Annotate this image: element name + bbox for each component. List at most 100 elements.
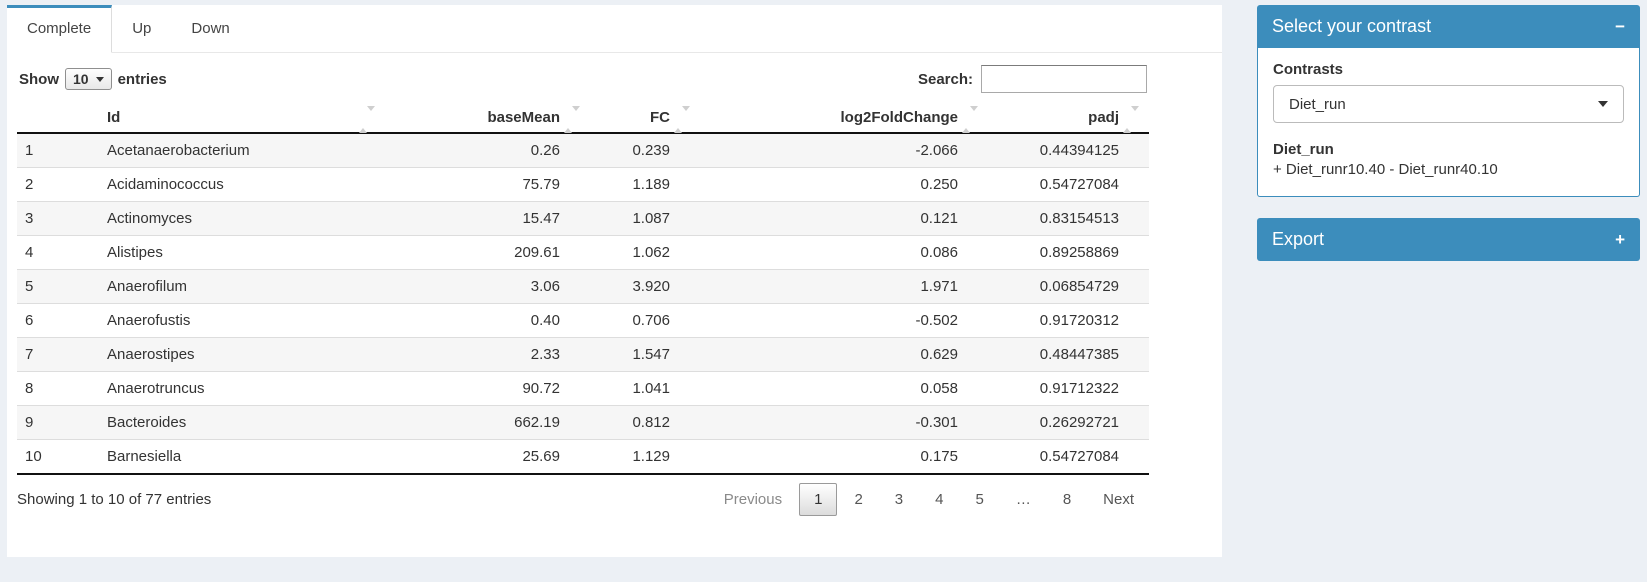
sort-icon[interactable] [962,105,978,133]
fc-cell: 0.239 [590,133,700,168]
padj-cell: 0.06854729 [988,269,1149,304]
log2fc-cell: 0.121 [700,201,988,236]
row-number-cell: 5 [17,269,99,304]
collapse-minus-icon[interactable]: − [1615,17,1625,36]
table-row[interactable]: 3 Actinomyces 15.47 1.087 0.121 0.83154513 [17,201,1149,236]
row-number-cell: 6 [17,303,99,338]
fc-cell: 1.129 [590,439,700,475]
basemean-cell: 209.61 [385,235,590,270]
row-number-cell: 7 [17,337,99,372]
contrast-select-value: Diet_run [1289,95,1346,113]
table-body: 1 Acetanaerobacterium 0.26 0.239 -2.066 0.443… [17,133,1149,475]
datatable-footer: Showing 1 to 10 of 77 entries Previous 1 2… [17,483,1149,516]
table-row[interactable]: 5 Anaerofilum 3.06 3.920 1.971 0.06854729 [17,269,1149,304]
id-cell: Acidaminococcus [99,167,385,202]
page-8-button[interactable]: 8 [1062,491,1072,508]
search-control: Search: [918,65,1147,93]
table-row[interactable]: 10 Barnesiella 25.69 1.129 0.175 0.54727084 [17,439,1149,475]
page-length-value: 10 [73,71,89,87]
table-row[interactable]: 4 Alistipes 209.61 1.062 0.086 0.89258869 [17,235,1149,270]
datatable-container: Show 10 entries Search: [7,53,1159,516]
expand-plus-icon[interactable]: + [1615,230,1625,249]
pagination-ellipsis: … [1015,491,1031,508]
basemean-cell: 3.06 [385,269,590,304]
fc-cell: 1.189 [590,167,700,202]
sort-icon[interactable] [359,105,375,133]
fc-column-header[interactable]: FC [590,103,700,134]
fc-cell: 1.547 [590,337,700,372]
page-length-select[interactable]: 10 [65,68,112,90]
contrast-box-title: Select your contrast [1272,16,1432,36]
basemean-cell: 662.19 [385,405,590,440]
table-row[interactable]: 6 Anaerofustis 0.40 0.706 -0.502 0.91720312 [17,303,1149,338]
show-label: Show [19,70,59,88]
id-cell: Barnesiella [99,439,385,475]
basemean-cell: 15.47 [385,201,590,236]
export-box-header[interactable]: Export + [1257,218,1640,261]
table-row[interactable]: 8 Anaerotruncus 90.72 1.041 0.058 0.91712322 [17,371,1149,406]
basemean-cell: 75.79 [385,167,590,202]
sidebar: Select your contrast − Contrasts Diet_ru… [1257,5,1640,557]
pagination: Previous 1 2 3 4 5 … 8 Next [707,483,1149,516]
caret-down-icon [95,76,104,82]
basemean-cell: 2.33 [385,337,590,372]
sort-icon[interactable] [1123,105,1139,133]
padj-column-header[interactable]: padj [988,103,1149,134]
tab-complete[interactable]: Complete [7,5,113,53]
id-cell: Actinomyces [99,201,385,236]
table-row[interactable]: 9 Bacteroides 662.19 0.812 -0.301 0.26292721 [17,405,1149,440]
log2fc-cell: 0.058 [700,371,988,406]
contrast-box-header[interactable]: Select your contrast − [1257,5,1640,48]
id-cell: Alistipes [99,235,385,270]
contrast-name: Diet_run [1273,141,1334,158]
padj-cell: 0.44394125 [988,133,1149,168]
padj-cell: 0.54727084 [988,167,1149,202]
log2fc-cell: 0.175 [700,439,988,475]
row-number-cell: 3 [17,201,99,236]
entries-label: entries [117,70,167,88]
log2fc-cell: -0.502 [700,303,988,338]
page-5-button[interactable]: 5 [975,491,984,508]
sort-icon[interactable] [564,105,580,133]
sort-icon[interactable] [674,105,690,133]
search-label: Search: [917,70,973,88]
table-row[interactable]: 2 Acidaminococcus 75.79 1.189 0.250 0.5472708… [17,167,1149,202]
fc-cell: 1.087 [590,201,700,236]
row-number-cell: 8 [17,371,99,406]
caret-down-icon [1598,101,1608,107]
row-number-cell: 10 [17,439,99,475]
log2foldchange-column-header[interactable]: log2FoldChange [700,103,988,134]
page-3-button[interactable]: 3 [894,491,904,508]
table-row[interactable]: 1 Acetanaerobacterium 0.26 0.239 -2.066 0.443… [17,133,1149,168]
contrasts-label: Contrasts [1273,61,1344,78]
log2fc-cell: 0.629 [700,337,988,372]
id-cell: Bacteroides [99,405,385,440]
search-input[interactable] [981,65,1147,93]
padj-cell: 0.89258869 [988,235,1149,270]
export-box-title: Export [1272,229,1325,249]
table-row[interactable]: 7 Anaerostipes 2.33 1.547 0.629 0.48447385 [17,337,1149,372]
log2fc-cell: 0.086 [700,235,988,270]
results-tab-bar: Complete Up Down [7,5,1222,53]
next-button[interactable]: Next [1103,491,1134,508]
id-column-header[interactable]: Id [99,103,385,134]
page-1-button[interactable]: 1 [799,483,838,516]
results-table: Id baseMean FC log2FoldChange [17,103,1149,475]
basemean-column-header[interactable]: baseMean [385,103,590,134]
id-cell: Anaerostipes [99,337,385,372]
datatable-toolbar: Show 10 entries Search: [19,65,1147,93]
padj-cell: 0.54727084 [988,439,1149,475]
page-2-button[interactable]: 2 [854,491,863,508]
page-4-button[interactable]: 4 [935,491,944,508]
basemean-cell: 0.40 [385,303,590,338]
row-number-cell: 4 [17,235,99,270]
basemean-cell: 90.72 [385,371,590,406]
row-number-cell: 2 [17,167,99,202]
fc-cell: 3.920 [590,269,700,304]
padj-cell: 0.26292721 [988,405,1149,440]
tab-up[interactable]: Up [132,20,152,37]
padj-cell: 0.91712322 [988,371,1149,406]
log2fc-cell: -2.066 [700,133,988,168]
contrast-select[interactable]: Diet_run [1273,85,1624,123]
tab-down[interactable]: Down [191,20,230,37]
